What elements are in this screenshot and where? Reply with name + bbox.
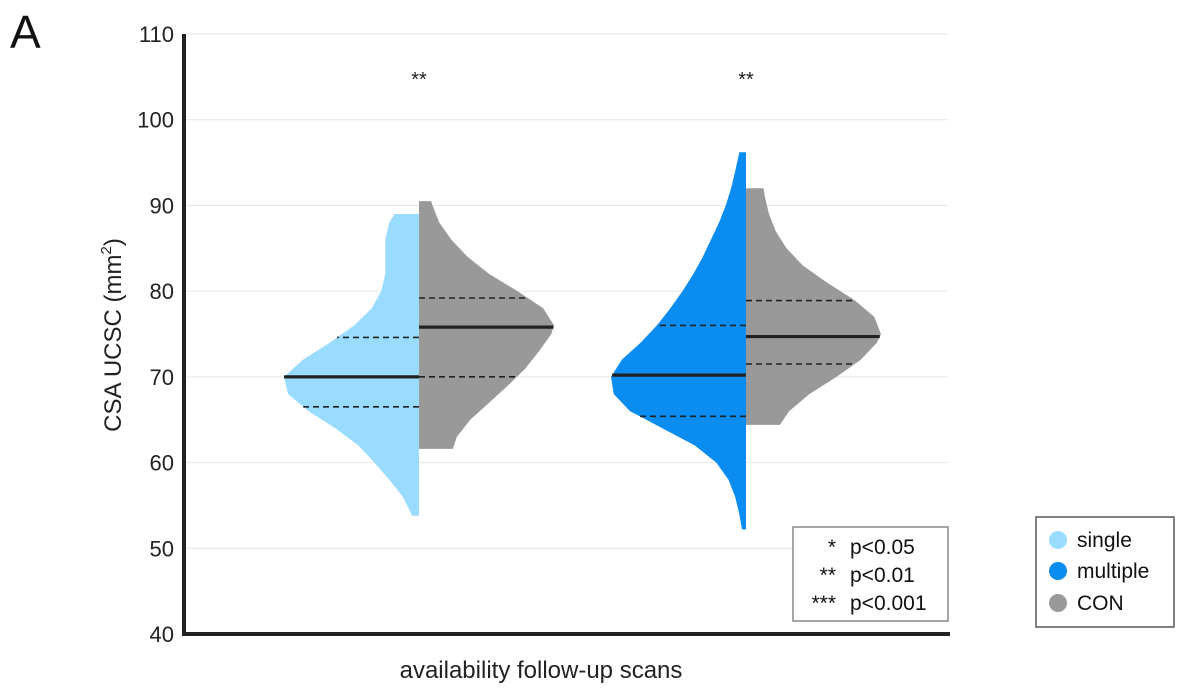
y-tick-label-110: 110 <box>139 22 174 47</box>
key-text-3: p<0.001 <box>850 592 927 615</box>
legend-swatch-single <box>1049 531 1067 549</box>
y-tick-label-70: 70 <box>150 365 174 390</box>
y-tick-label-80: 80 <box>150 279 174 304</box>
quartile-lines <box>284 297 880 418</box>
legend: single multiple CON <box>1035 516 1175 628</box>
y-tick-label-100: 100 <box>137 108 174 133</box>
key-stars-3: *** <box>811 592 836 615</box>
significance-mark-2: ** <box>738 69 754 91</box>
y-tick-label-40: 40 <box>150 622 174 647</box>
significance-key-box <box>792 526 949 622</box>
legend-label-single: single <box>1077 529 1132 552</box>
violin-1-con <box>419 201 554 449</box>
key-text-2: p<0.01 <box>850 564 915 587</box>
panel-label: A <box>10 6 41 58</box>
legend-label-multiple: multiple <box>1077 560 1149 583</box>
significance-marks: ** ** <box>411 69 754 91</box>
y-axis-label: CSA UCSC (mm2) <box>98 238 127 432</box>
legend-label-con: CON <box>1077 592 1124 615</box>
key-text-1: p<0.05 <box>850 536 915 559</box>
y-tick-label-50: 50 <box>150 536 174 561</box>
y-tick-label-60: 60 <box>150 451 174 476</box>
key-stars-1: * <box>828 536 836 559</box>
violin-2-multiple <box>611 152 746 530</box>
violin-1-single <box>284 214 419 516</box>
significance-key: * p<0.05 ** p<0.01 *** p<0.001 <box>792 526 949 622</box>
x-axis-label: availability follow-up scans <box>400 657 683 684</box>
significance-mark-1: ** <box>411 69 427 91</box>
legend-swatch-multiple <box>1049 562 1067 580</box>
violins <box>284 152 881 530</box>
y-tick-label-90: 90 <box>150 193 174 218</box>
legend-swatch-con <box>1049 594 1067 612</box>
key-stars-2: ** <box>820 564 836 587</box>
y-axis-ticks: 40 50 60 70 80 90 100 110 <box>137 22 174 647</box>
violin-2-con <box>746 188 881 425</box>
